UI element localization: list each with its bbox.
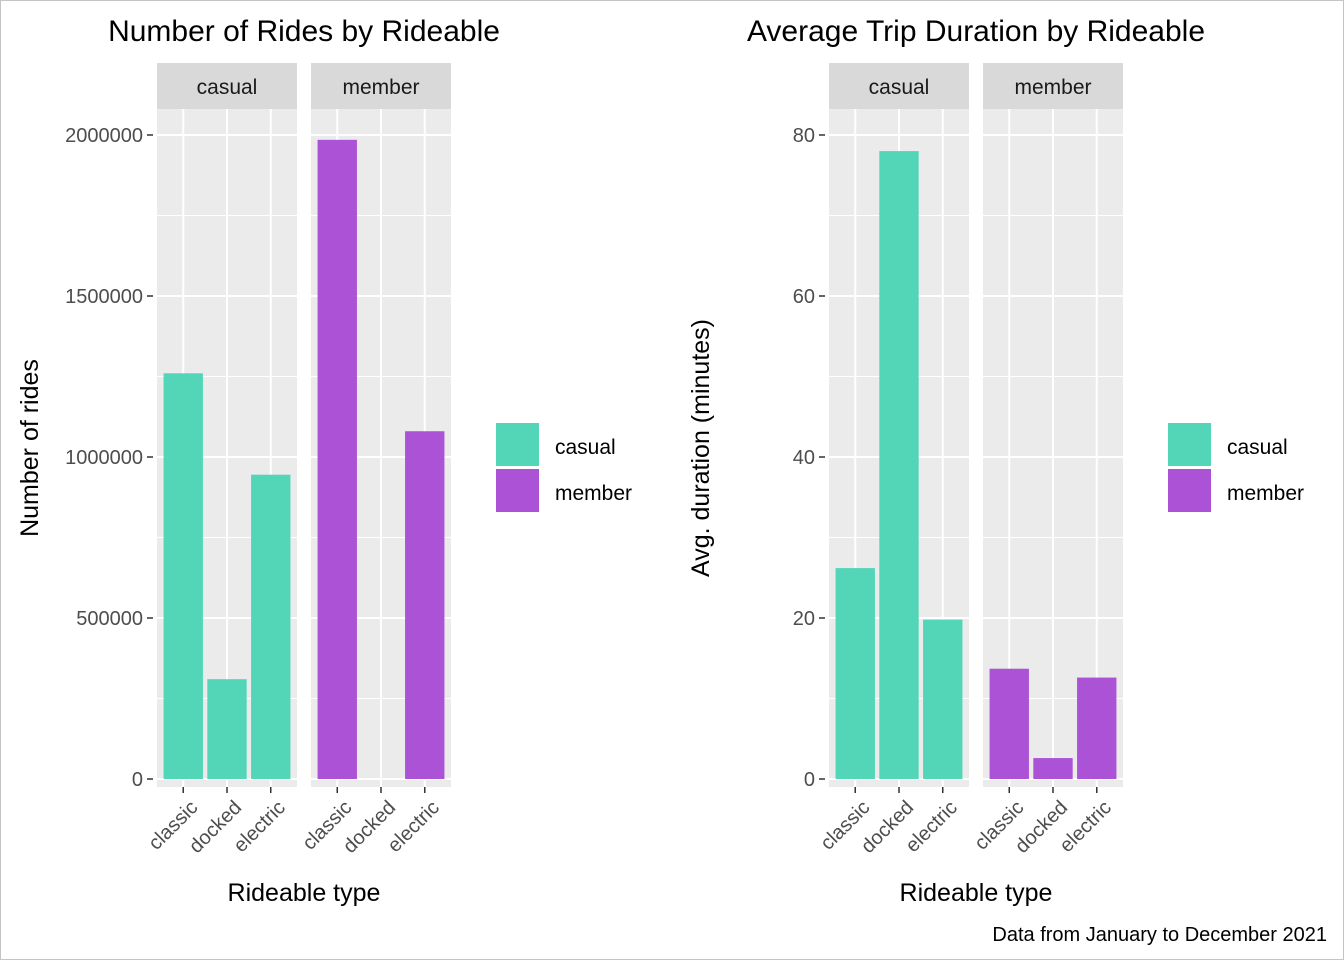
facet-label: member <box>342 76 419 99</box>
bar-member-electric <box>405 431 445 779</box>
y-tick-label: 80 <box>793 125 815 147</box>
bar-casual-docked <box>879 151 919 780</box>
y-tick-label: 1500000 <box>65 286 143 308</box>
bar-casual-electric <box>923 619 963 779</box>
y-tick-label: 0 <box>132 769 143 791</box>
bar-member-electric <box>1077 677 1117 779</box>
legend-label-casual: casual <box>555 436 616 459</box>
chart-title: Number of Rides by Rideable <box>108 15 500 48</box>
y-tick-label: 20 <box>793 608 815 630</box>
y-tick-label: 60 <box>793 286 815 308</box>
y-tick-label: 1000000 <box>65 447 143 469</box>
legend-swatch-member <box>1168 469 1211 512</box>
legend-swatch-casual <box>1168 423 1211 466</box>
facet-strip <box>983 63 1123 109</box>
y-tick-label: 0 <box>804 769 815 791</box>
facet-strip <box>157 63 297 109</box>
bar-member-docked <box>1033 758 1073 779</box>
facet-label: casual <box>869 76 930 99</box>
legend-swatch-member <box>496 469 539 512</box>
facet-strip <box>311 63 451 109</box>
y-tick-label: 40 <box>793 447 815 469</box>
legend-label-member: member <box>555 482 632 505</box>
x-axis-title: Rideable type <box>900 879 1053 907</box>
legend-label-member: member <box>1227 482 1304 505</box>
facet-label: member <box>1014 76 1091 99</box>
legend-swatch-casual <box>496 423 539 466</box>
y-axis-title: Number of rides <box>16 359 44 537</box>
y-tick-label: 2000000 <box>65 125 143 147</box>
facet-strip <box>829 63 969 109</box>
facet-label: casual <box>197 76 258 99</box>
x-axis-title: Rideable type <box>228 879 381 907</box>
legend-label-casual: casual <box>1227 436 1288 459</box>
bar-casual-docked <box>207 679 247 779</box>
bar-casual-classic <box>163 373 203 779</box>
bar-member-classic <box>989 668 1029 779</box>
bar-casual-classic <box>835 568 875 779</box>
bar-casual-electric <box>251 474 291 779</box>
y-tick-label: 500000 <box>76 608 143 630</box>
y-axis-title: Avg. duration (minutes) <box>687 319 715 577</box>
bar-member-classic <box>317 139 357 779</box>
chart-title: Average Trip Duration by Rideable <box>747 15 1205 48</box>
